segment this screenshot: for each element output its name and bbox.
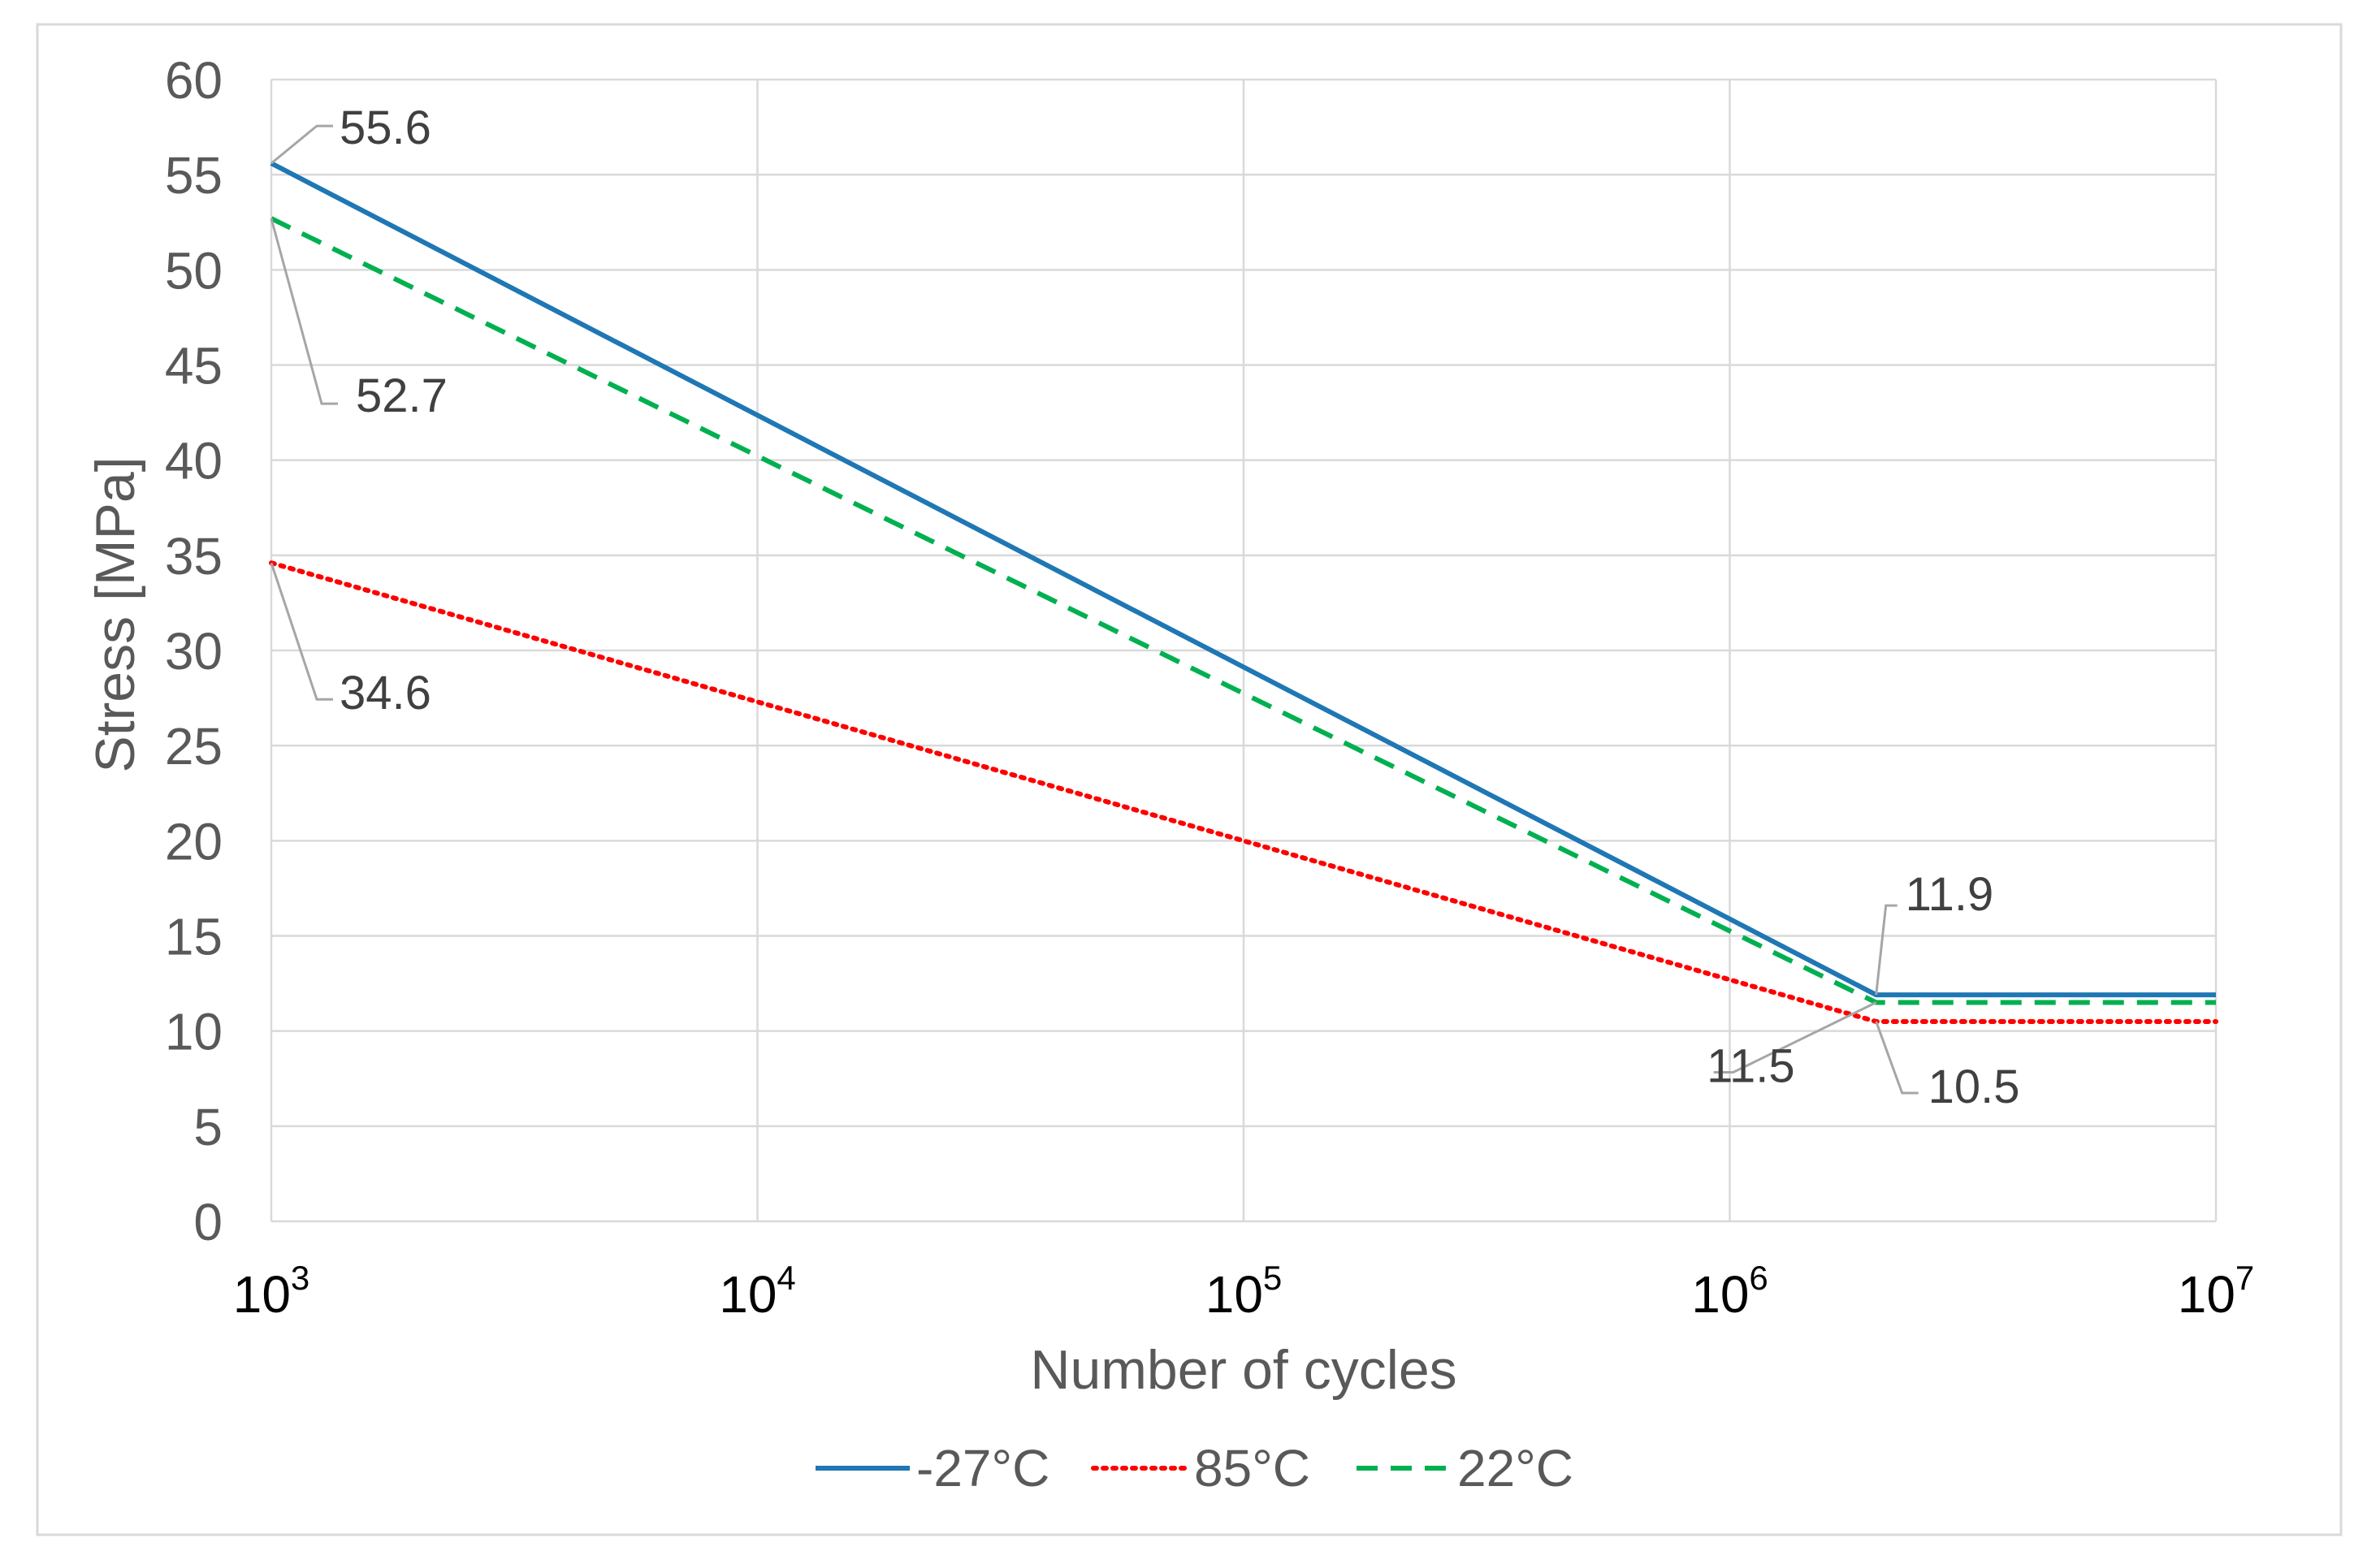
y-tick-label: 55	[165, 146, 223, 205]
legend-label-1: -27°C	[916, 1439, 1049, 1497]
y-tick-label: 25	[165, 717, 223, 776]
x-tick-label: 106	[1691, 1259, 1768, 1324]
legend: -27°C 85°C 22°C	[816, 1439, 1573, 1497]
x-tick-label: 107	[2178, 1259, 2255, 1324]
x-tick-label: 103	[233, 1259, 310, 1324]
y-tick-label: 0	[193, 1193, 223, 1251]
y-tick-label: 45	[165, 337, 223, 395]
x-tick-labels: 103 104 105 106 107	[233, 1259, 2255, 1324]
y-tick-label: 30	[165, 622, 223, 680]
grid	[270, 78, 2218, 1223]
data-labels: 55.6 52.7 34.6 11.9 11.5 10.5	[340, 102, 2020, 1113]
y-tick-labels: 0 5 10 15 20 25 30 35 40 45 50 55 60	[165, 51, 223, 1251]
y-tick-label: 5	[193, 1098, 223, 1156]
annotation-leader	[1875, 904, 1898, 996]
y-tick-label: 15	[165, 908, 223, 966]
y-tick-label: 35	[165, 527, 223, 585]
annotation-leader	[270, 124, 333, 165]
data-label: 55.6	[340, 102, 431, 154]
legend-label-2: 85°C	[1194, 1439, 1310, 1497]
x-axis-title: Number of cycles	[1030, 1339, 1456, 1401]
y-tick-label: 60	[165, 51, 223, 110]
data-label: 34.6	[340, 667, 431, 719]
x-tick-label: 105	[1205, 1259, 1283, 1324]
y-tick-label: 10	[165, 1003, 223, 1061]
y-tick-label: 20	[165, 812, 223, 871]
legend-label-3: 22°C	[1457, 1439, 1573, 1497]
annotation-leader	[1875, 1021, 1919, 1095]
data-label: 11.5	[1707, 1040, 1795, 1093]
annotation-leaders	[270, 124, 1919, 1095]
annotation-leader	[270, 218, 338, 405]
y-tick-label: 40	[165, 432, 223, 490]
data-label: 11.9	[1906, 868, 1994, 921]
y-axis-title: Stress [MPa]	[84, 456, 146, 772]
chart-border	[36, 23, 2343, 1536]
data-label: 52.7	[356, 369, 448, 422]
y-tick-label: 50	[165, 241, 223, 300]
x-tick-label: 104	[719, 1259, 796, 1324]
data-label: 10.5	[1928, 1061, 2020, 1113]
annotation-leader	[270, 562, 333, 701]
annotation-leader	[1713, 1001, 1877, 1074]
